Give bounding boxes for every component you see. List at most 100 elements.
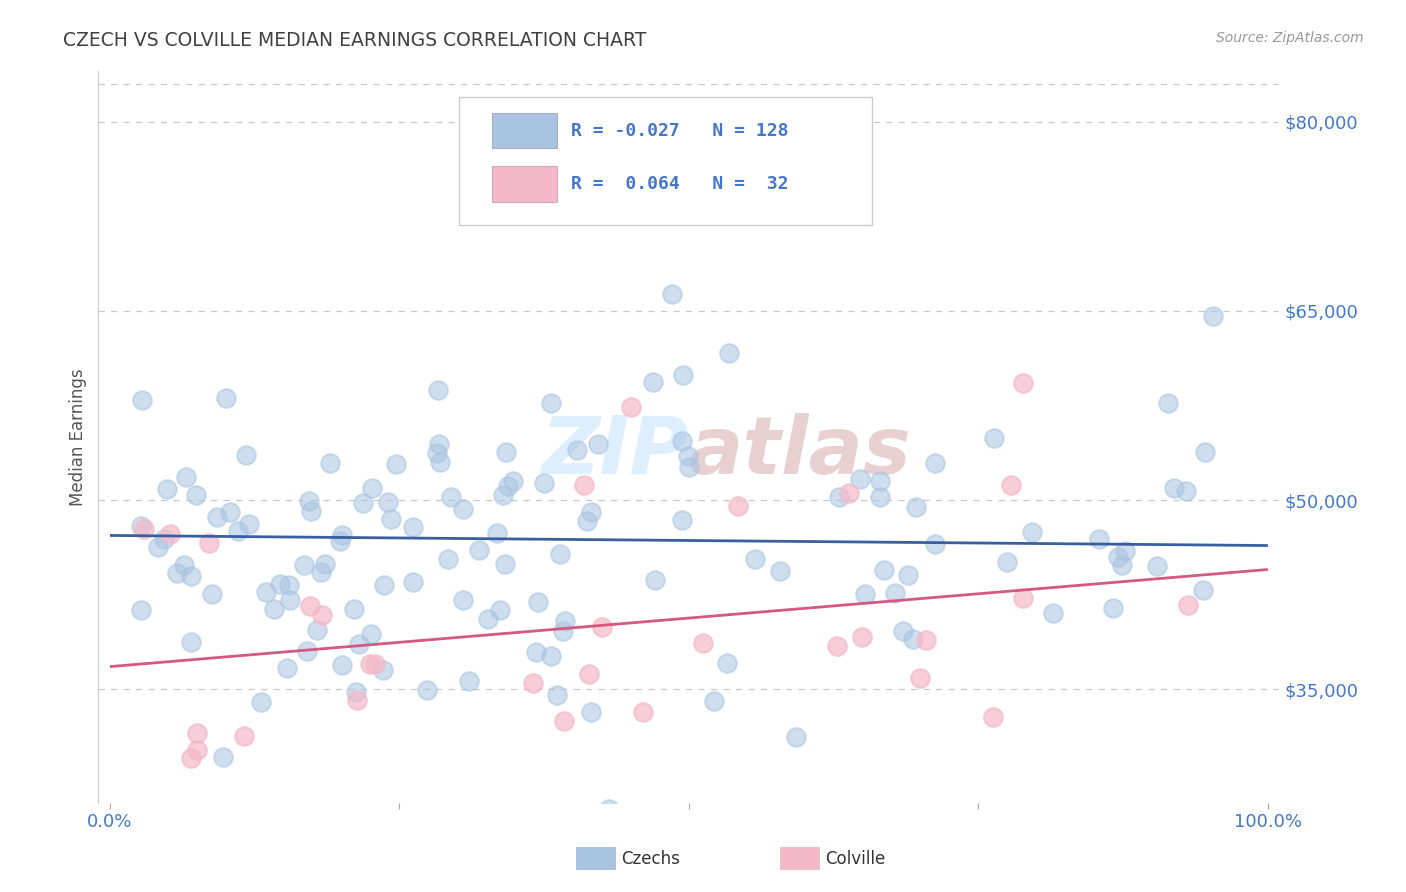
Point (1021, 524, 1043, 539)
Point (451, 502, 474, 516)
Point (981, 710, 1004, 724)
Point (1042, 606, 1064, 620)
Point (631, 706, 654, 720)
Point (314, 558, 336, 572)
Point (174, 470, 197, 484)
Point (924, 537, 946, 551)
Point (129, 603, 152, 617)
Point (361, 481, 384, 495)
Point (197, 536, 219, 550)
Point (1012, 376, 1035, 391)
Point (576, 514, 599, 528)
Point (1111, 558, 1133, 572)
Point (1088, 532, 1111, 546)
Point (718, 346, 741, 360)
Point (385, 457, 408, 471)
Point (311, 608, 333, 623)
Point (849, 472, 872, 486)
Point (692, 636, 714, 650)
Point (644, 574, 666, 588)
Point (212, 750, 235, 764)
Point (377, 495, 399, 509)
Point (205, 509, 228, 524)
Point (295, 644, 318, 658)
Point (319, 456, 342, 470)
Text: Colville: Colville (825, 850, 886, 868)
Point (364, 657, 387, 672)
Point (546, 689, 568, 703)
Point (180, 635, 202, 649)
Point (574, 478, 596, 492)
Point (526, 645, 548, 659)
Point (641, 375, 664, 389)
Point (294, 558, 316, 572)
Point (678, 460, 700, 475)
Point (458, 673, 481, 688)
Point (851, 630, 873, 644)
Point (298, 494, 321, 508)
Point (578, 666, 600, 681)
Point (299, 599, 322, 613)
Point (360, 627, 382, 641)
Point (716, 656, 738, 670)
Point (672, 368, 695, 382)
Point (299, 504, 322, 518)
Point (184, 488, 207, 502)
Point (280, 593, 302, 607)
Point (373, 663, 395, 677)
Point (551, 624, 574, 639)
Point (146, 540, 169, 554)
Point (495, 445, 517, 459)
Point (579, 705, 602, 719)
Point (908, 671, 931, 685)
Point (540, 396, 562, 410)
Point (869, 474, 891, 488)
Point (373, 578, 395, 592)
Point (186, 726, 208, 740)
Point (451, 593, 474, 607)
Point (891, 624, 914, 638)
Point (924, 456, 946, 470)
Point (1000, 478, 1022, 492)
Point (1114, 544, 1136, 558)
Point (166, 566, 188, 580)
Point (343, 602, 366, 616)
Point (1146, 558, 1168, 573)
Point (254, 585, 277, 599)
Point (620, 400, 643, 414)
Text: R =  0.064   N =  32: R = 0.064 N = 32 (571, 175, 789, 193)
Point (1202, 310, 1225, 324)
Point (402, 574, 425, 589)
Point (1192, 583, 1215, 598)
Point (1194, 444, 1216, 458)
Point (591, 620, 613, 634)
Point (586, 436, 609, 450)
Point (153, 532, 176, 546)
Point (884, 585, 907, 599)
Point (402, 520, 425, 534)
Point (492, 488, 515, 502)
Point (661, 287, 683, 301)
Point (1107, 550, 1129, 565)
Point (429, 455, 451, 469)
Point (488, 602, 510, 616)
Point (533, 476, 555, 491)
Point (201, 587, 224, 601)
Point (180, 751, 202, 765)
Point (477, 612, 499, 626)
Point (426, 446, 449, 460)
Point (903, 632, 925, 646)
Point (915, 633, 938, 648)
Text: ZIP: ZIP (541, 413, 689, 491)
Point (485, 526, 508, 541)
Point (329, 533, 352, 548)
Point (186, 743, 208, 757)
Point (159, 527, 181, 541)
Point (468, 543, 491, 558)
Point (703, 694, 725, 708)
Point (869, 490, 891, 504)
Point (1157, 396, 1180, 410)
Point (575, 837, 598, 851)
Point (232, 729, 254, 743)
Point (238, 517, 260, 532)
